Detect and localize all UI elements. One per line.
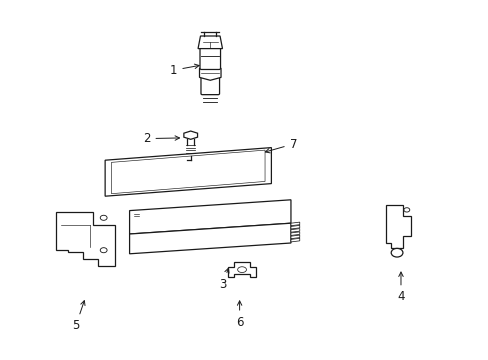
Polygon shape [129, 200, 290, 234]
Polygon shape [56, 212, 115, 266]
Polygon shape [290, 235, 299, 239]
Polygon shape [183, 131, 197, 139]
Polygon shape [290, 222, 299, 226]
FancyBboxPatch shape [200, 48, 220, 69]
Text: 3: 3 [218, 268, 228, 291]
Ellipse shape [237, 267, 246, 273]
Polygon shape [290, 238, 299, 242]
Text: 4: 4 [396, 272, 404, 303]
Text: 1: 1 [169, 64, 199, 77]
Text: 5: 5 [72, 301, 85, 332]
Text: 6: 6 [235, 301, 243, 329]
Polygon shape [290, 229, 299, 232]
Polygon shape [290, 225, 299, 229]
Circle shape [403, 208, 409, 212]
Circle shape [390, 248, 402, 257]
Polygon shape [199, 66, 221, 80]
Polygon shape [198, 36, 222, 49]
Text: 2: 2 [142, 132, 179, 145]
Circle shape [100, 215, 107, 220]
Polygon shape [129, 223, 290, 254]
Polygon shape [105, 148, 271, 196]
Polygon shape [228, 262, 255, 277]
Polygon shape [386, 205, 410, 248]
Circle shape [100, 248, 107, 253]
FancyBboxPatch shape [201, 75, 219, 95]
Text: 7: 7 [265, 138, 297, 153]
Polygon shape [290, 232, 299, 235]
